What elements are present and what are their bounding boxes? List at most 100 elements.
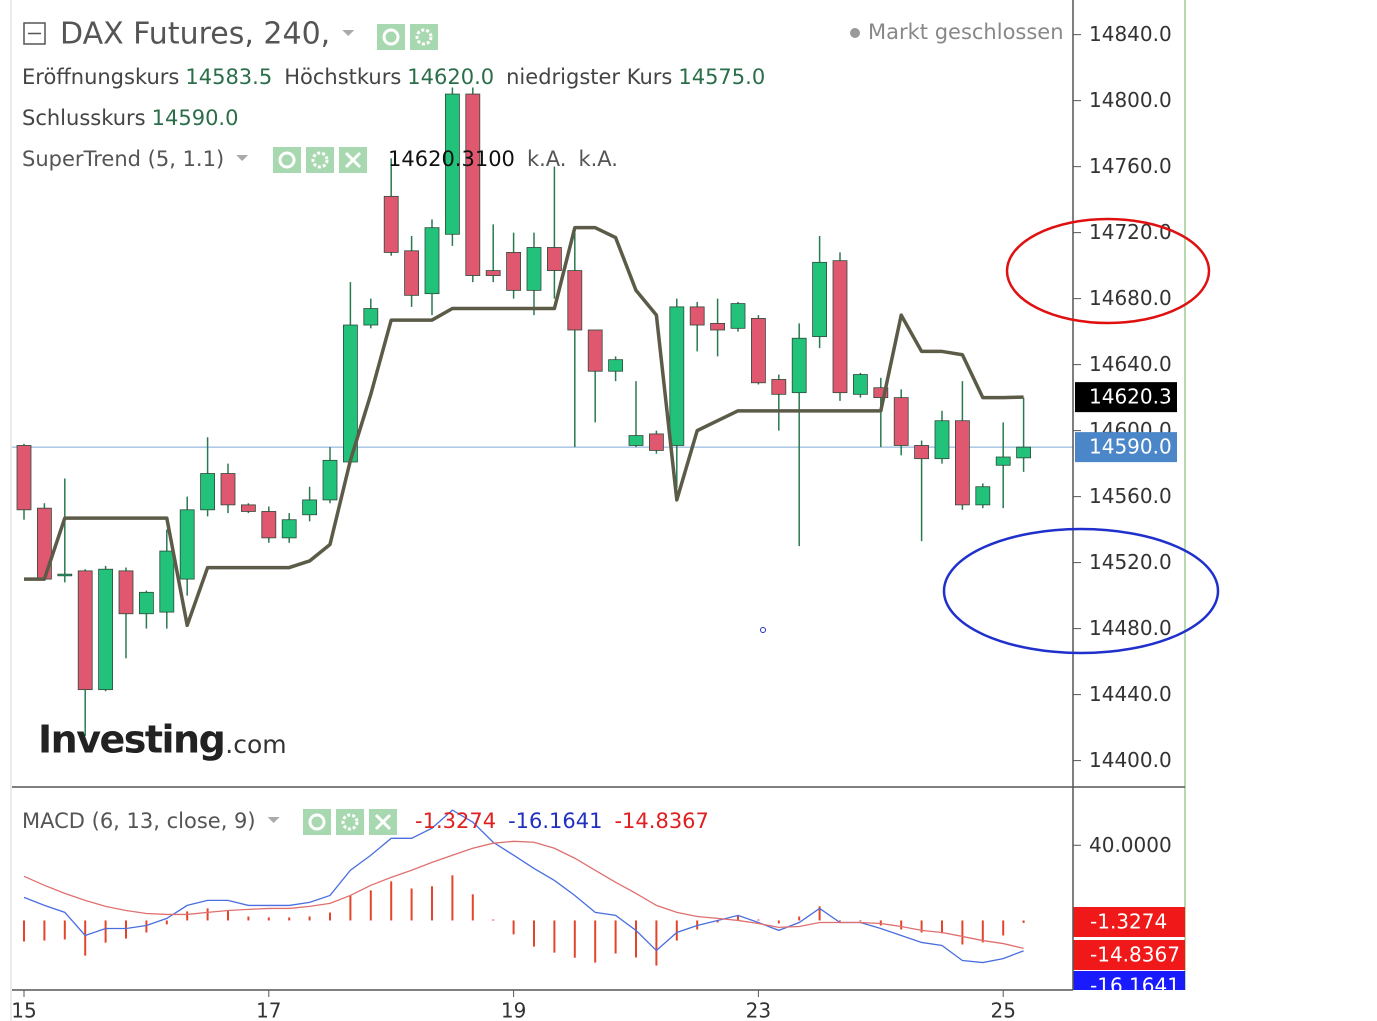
histogram-bar <box>981 920 984 943</box>
legend-label: Höchstkurs <box>284 65 401 89</box>
candle-body <box>404 250 420 296</box>
candle-body <box>812 261 827 337</box>
x-tick-label: 15 <box>11 999 36 1021</box>
candle-body <box>363 308 379 326</box>
histogram-bar <box>512 920 515 935</box>
histogram-bar <box>308 916 311 921</box>
value-pill-label: -14.8367 <box>1090 943 1180 967</box>
icon-button[interactable] <box>410 24 438 50</box>
candle-body <box>914 445 929 460</box>
annotation-ellipse <box>942 527 1220 655</box>
icon-glyph <box>278 151 296 169</box>
histogram-bar <box>247 916 250 921</box>
histogram-bar <box>390 881 393 921</box>
candle-body <box>485 270 501 276</box>
icon-button[interactable] <box>336 809 364 835</box>
annotation-ellipse <box>1005 217 1211 325</box>
candle-body <box>77 570 93 691</box>
histogram-bar <box>573 920 576 958</box>
candle-body <box>179 509 195 580</box>
macd-value: -14.8367 <box>614 809 708 833</box>
candle-body <box>281 519 297 539</box>
candle-body <box>791 337 807 394</box>
histogram-bar <box>145 920 148 933</box>
candle-body <box>16 445 32 511</box>
histogram-bar <box>533 920 535 947</box>
dropdown-caret[interactable] <box>236 155 249 161</box>
y-tick-label: 14400.0 <box>1089 748 1172 772</box>
market-status: Markt geschlossen <box>868 20 1064 44</box>
x-tick-label: 23 <box>746 999 771 1021</box>
value-pill <box>1073 907 1185 937</box>
histogram-bar <box>84 920 87 956</box>
candle-body <box>98 568 113 691</box>
value-pill-label: -1.3274 <box>1090 910 1167 934</box>
logo-text: Investing <box>38 718 224 762</box>
candle-body <box>751 318 766 384</box>
histogram-bar <box>125 920 127 939</box>
candle-body <box>1016 446 1031 459</box>
price-pill-label: 14620.3 <box>1089 385 1172 409</box>
histogram-bar <box>553 920 556 953</box>
x-tick-label: 25 <box>990 999 1015 1021</box>
histogram-bar <box>43 920 46 941</box>
legend-value: 14575.0 <box>678 65 765 89</box>
dropdown-caret[interactable] <box>267 817 280 823</box>
macd-title: MACD (6, 13, close, 9) <box>22 809 256 833</box>
histogram-bar <box>492 919 495 921</box>
candle-body <box>730 303 746 329</box>
icon-glyph <box>344 151 362 169</box>
histogram-bar <box>451 875 454 921</box>
macd-value: -16.1641 <box>508 809 602 833</box>
value-pill <box>1073 971 1185 990</box>
histogram-bar <box>941 920 943 934</box>
histogram-bar <box>655 920 658 966</box>
histogram-bar <box>798 916 801 921</box>
candle-body <box>506 252 522 291</box>
y-tick-label: 14760.0 <box>1089 154 1172 178</box>
y-tick-label: 14640.0 <box>1089 352 1172 376</box>
histogram-bar <box>1002 920 1005 936</box>
histogram-bar <box>614 920 617 954</box>
y-tick-label: 40.0000 <box>1089 833 1172 857</box>
dropdown-caret[interactable] <box>342 30 355 36</box>
icon-button[interactable] <box>377 24 405 50</box>
y-tick-label: 14520.0 <box>1089 550 1172 574</box>
histogram-bar <box>288 917 291 921</box>
histogram-bar <box>961 920 964 945</box>
candle-body <box>302 499 318 516</box>
histogram-bar <box>349 895 352 921</box>
candle-body <box>526 247 542 291</box>
icon-glyph <box>308 813 326 831</box>
legend-value: 14620.0 <box>407 65 494 89</box>
icon-button[interactable] <box>306 147 334 173</box>
histogram-bar <box>1022 920 1025 923</box>
y-tick-label: 14480.0 <box>1089 616 1172 640</box>
histogram-bar <box>737 915 739 921</box>
histogram-bar <box>431 886 433 921</box>
histogram-bar <box>777 920 780 924</box>
legend-label: Eröffnungskurs <box>22 65 179 89</box>
histogram-bar <box>369 890 372 921</box>
collapse-icon[interactable] <box>23 22 46 45</box>
candle-body <box>995 456 1011 466</box>
histogram-bar <box>716 920 719 923</box>
histogram-bar <box>186 911 189 921</box>
candle-body <box>118 570 134 615</box>
chart-title: DAX Futures, 240, <box>60 17 330 52</box>
value-pill <box>1073 940 1185 970</box>
candle-body <box>57 573 73 577</box>
y-tick-label: 14440.0 <box>1089 682 1172 706</box>
histogram-bar <box>227 910 229 921</box>
icon-button[interactable] <box>273 147 301 173</box>
histogram-bar <box>594 920 597 963</box>
histogram-bar <box>900 920 903 930</box>
icon-button[interactable] <box>303 809 331 835</box>
candle-body <box>547 247 562 271</box>
x-tick-label: 19 <box>501 999 526 1021</box>
candle-body <box>853 374 868 395</box>
price-pill <box>1075 382 1177 413</box>
histogram-bar <box>63 920 66 940</box>
candle-body <box>383 195 399 253</box>
